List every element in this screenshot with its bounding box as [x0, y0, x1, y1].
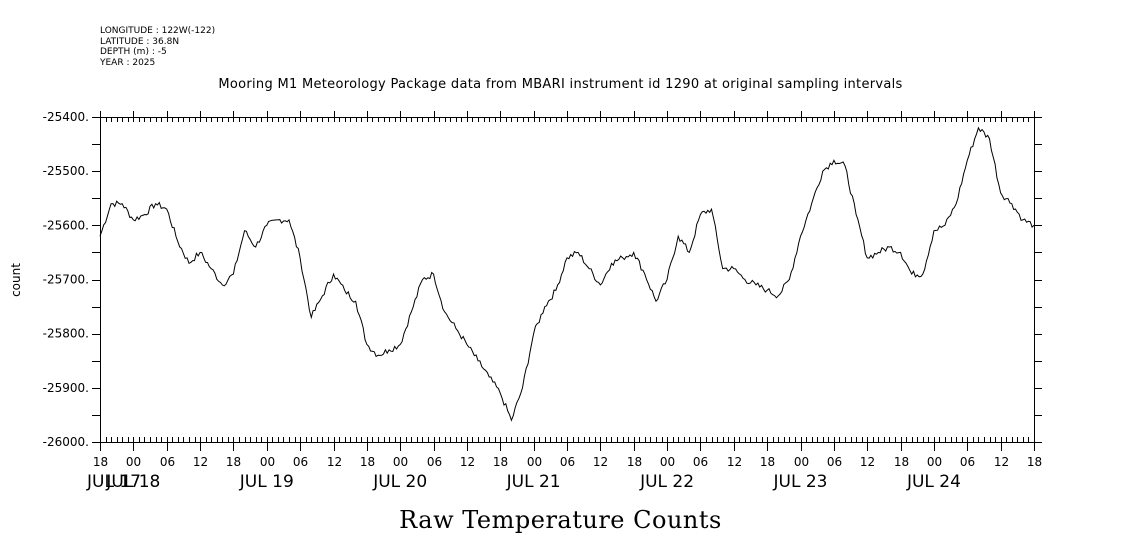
x-hour-tick-label: 12: [593, 455, 608, 469]
y-tick-marks: [92, 117, 1042, 443]
x-hour-tick-label: 12: [727, 455, 742, 469]
x-hour-tick-label: 18: [93, 455, 108, 469]
x-hour-tick-label: 06: [693, 455, 708, 469]
series-line: [99, 126, 1035, 422]
year-text: YEAR : 2025: [100, 57, 156, 68]
y-axis: -25400. -25500. -25600. -25700. -25800. -2590…: [43, 110, 1042, 449]
x-hour-tick-label: 00: [660, 455, 675, 469]
x-hour-tick-label: 18: [894, 455, 909, 469]
x-hour-tick-label: 06: [160, 455, 175, 469]
x-hour-tick-label: 12: [860, 455, 875, 469]
y-tick-label: -25700.: [43, 273, 89, 287]
y-tick-label: -25400.: [43, 110, 89, 124]
x-hour-tick-label: 12: [327, 455, 342, 469]
x-day-label: JUL 18: [105, 472, 160, 492]
station-metadata: LONGITUDE : 122W(-122) LATITUDE : 36.8N …: [100, 26, 215, 68]
x-hour-tick-label: 00: [927, 455, 942, 469]
x-hour-tick-label: 00: [126, 455, 141, 469]
x-major-tick-marks: [100, 111, 1035, 451]
x-day-label: JUL 22: [639, 472, 694, 492]
y-tick-label: -25800.: [43, 327, 89, 341]
x-day-label: JUL 20: [372, 472, 427, 492]
x-day-label: JUL 24: [906, 472, 961, 492]
figure-caption: Raw Temperature Counts: [399, 506, 722, 534]
x-hour-tick-label: 06: [293, 455, 308, 469]
longitude-text: LONGITUDE : 122W(-122): [100, 26, 216, 36]
x-hour-tick-label: 00: [527, 455, 542, 469]
minor-ticks: [100, 117, 1035, 442]
latitude-text: LATITUDE : 36.8N: [100, 36, 180, 47]
x-hour-tick-label: 06: [560, 455, 575, 469]
x-hour-tick-label: 06: [960, 455, 975, 469]
x-axis: 18 00 06 12 18 00 06 12 18 00 06 12 18 00 06 12 18 00 06 12…: [86, 111, 1042, 492]
x-hour-tick-label: 18: [760, 455, 775, 469]
x-hour-tick-label: 12: [460, 455, 475, 469]
y-tick-label: -26000.: [43, 435, 89, 449]
x-hour-tick-label: 00: [260, 455, 275, 469]
x-hour-tick-label: 00: [794, 455, 809, 469]
chart-title: Mooring M1 Meteorology Package data from…: [218, 77, 903, 92]
x-hour-tick-label: 18: [627, 455, 642, 469]
x-hour-tick-label: 18: [360, 455, 375, 469]
x-day-label: JUL 21: [506, 472, 561, 492]
x-day-label: JUL 17: [86, 472, 141, 492]
x-hour-tick-label: 12: [193, 455, 208, 469]
y-axis-label: count: [9, 263, 23, 297]
y-tick-label: -25900.: [43, 381, 89, 395]
x-minor-tick-marks: [100, 117, 1035, 442]
x-day-label: JUL 19: [239, 472, 294, 492]
y-tick-label: -25500.: [43, 164, 89, 178]
x-hour-tick-label: 18: [226, 455, 241, 469]
plot-frame: [100, 117, 1035, 443]
x-hour-tick-label: 18: [1027, 455, 1042, 469]
x-hour-tick-label: 06: [827, 455, 842, 469]
x-day-label: JUL 23: [773, 472, 828, 492]
x-hour-tick-label: 18: [493, 455, 508, 469]
x-hour-tick-label: 00: [393, 455, 408, 469]
x-hour-tick-label: 12: [994, 455, 1009, 469]
y-tick-label: -25600.: [43, 218, 89, 232]
depth-text: DEPTH (m) : -5: [100, 47, 167, 57]
x-hour-tick-label: 06: [427, 455, 442, 469]
